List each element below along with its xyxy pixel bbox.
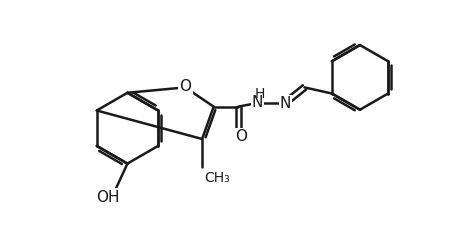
- Text: O: O: [179, 79, 191, 94]
- Text: CH₃: CH₃: [205, 171, 230, 185]
- Text: O: O: [235, 129, 248, 144]
- Text: H: H: [255, 87, 265, 101]
- Text: N: N: [252, 95, 263, 109]
- Text: N: N: [279, 96, 291, 111]
- Text: OH: OH: [95, 190, 119, 205]
